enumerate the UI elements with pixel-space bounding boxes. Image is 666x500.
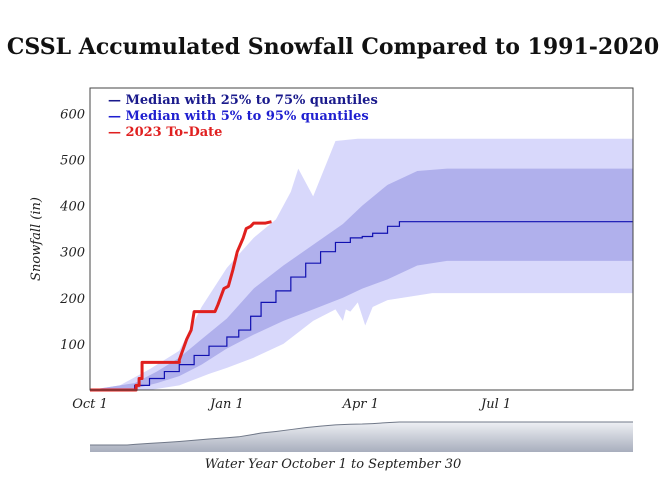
y-tick-label: 100 — [60, 338, 85, 353]
x-tick-label: Oct 1 — [72, 397, 108, 412]
overview-area — [90, 422, 633, 452]
chart-title: CSSL Accumulated Snowfall Compared to 19… — [6, 34, 660, 60]
y-tick-label: 500 — [60, 153, 85, 168]
y-tick-label: 200 — [59, 292, 85, 307]
y-tick-label: 400 — [59, 200, 85, 215]
band-25-75 — [90, 168, 633, 390]
legend-entry: — Median with 5% to 95% quantiles — [108, 109, 369, 124]
current-year-line — [90, 220, 272, 392]
x-tick-label: Jan 1 — [207, 397, 244, 412]
y-tick-label: 600 — [60, 107, 85, 122]
median-line — [90, 221, 633, 391]
y-axis-title: Snowfall (in) — [29, 197, 44, 281]
y-tick-label: 300 — [60, 246, 85, 261]
overview-line — [90, 421, 633, 446]
x-tick-label: Apr 1 — [342, 397, 379, 412]
plot-frame — [89, 87, 634, 391]
x-axis-title: Water Year October 1 to September 30 — [204, 457, 462, 472]
legend-entry: — Median with 25% to 75% quantiles — [108, 93, 378, 108]
legend-entry: — 2023 To-Date — [108, 125, 222, 140]
x-tick-label: Jul 1 — [478, 397, 511, 412]
